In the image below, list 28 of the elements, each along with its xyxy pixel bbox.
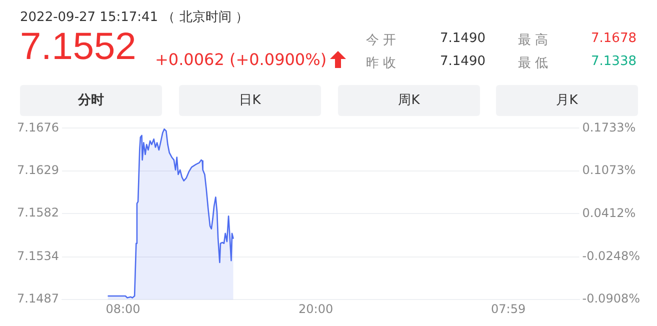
x-tick-label: 08:00: [106, 302, 140, 316]
y2-tick-label: -0.0908%: [582, 292, 640, 306]
text: +0.0062 (+0.0900%): [155, 50, 327, 69]
y2-tick-label: 0.1733%: [582, 120, 636, 134]
text: 最 高: [518, 32, 548, 49]
text: 分时: [20, 85, 162, 116]
text: 最 低: [518, 55, 548, 72]
text: 7.1490: [440, 54, 486, 69]
y-tick-label: 7.1534: [16, 249, 59, 264]
text: 7.1338: [591, 54, 636, 69]
chart-title: 2022-09-27 15:17:41 （ 北京时间 ）: [20, 9, 248, 26]
text: 周K: [338, 85, 480, 116]
y-tick-label: 7.1676: [16, 120, 59, 134]
x-tick-label: 20:00: [298, 302, 334, 316]
y-tick-label: 7.1582: [16, 206, 59, 220]
text: 7.1552: [20, 26, 136, 69]
y-tick-label: 7.1629: [16, 162, 59, 177]
text: 昨 收: [366, 55, 396, 72]
text: 7.1490: [440, 31, 486, 46]
y2-tick-label: 0.0412%: [582, 206, 636, 220]
text: 月K: [496, 85, 638, 116]
y2-tick-label: 0.1073%: [582, 163, 636, 178]
text: 今 开: [366, 32, 396, 49]
x-tick-label: 07:59: [491, 302, 526, 316]
text: 7.1678: [591, 31, 636, 46]
y2-tick-label: -0.0248%: [582, 248, 640, 263]
text: 日K: [179, 85, 321, 116]
y-tick-label: 7.1487: [16, 292, 59, 306]
